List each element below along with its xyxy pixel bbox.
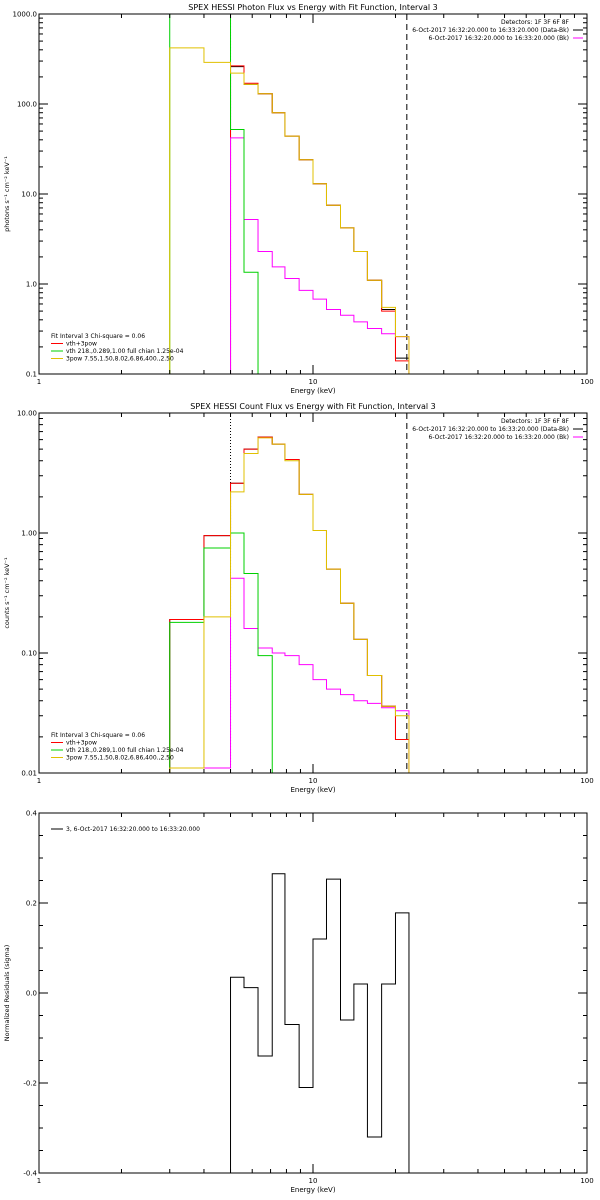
chart-panel-3: 1 10 100 -0.4 -0.2 0.0 0.2 0.4 Energy (keV) Norma… [3, 810, 594, 1195]
info-line: Detectors: 1F 3F 6F 8F [501, 19, 570, 26]
series-5-line [169, 437, 410, 773]
x-tick-label: 10 [309, 777, 318, 785]
y-axis-label: photons s⁻¹ cm⁻² keV⁻¹ [3, 156, 11, 232]
legend-header: Fit Interval 3 Chi-square = 0.06 [51, 333, 145, 340]
x-tick-label: 10 [309, 378, 318, 386]
y-tick-label: 100.0 [17, 101, 37, 109]
x-tick-label: 1 [37, 1177, 41, 1185]
plot-frame [38, 412, 588, 774]
legend-entry: vth 218.,0.289,1.00 full chian 1.25e-04 [66, 747, 184, 754]
plot-area [169, 413, 410, 773]
info-line: 6-Oct-2017 16:32:20.000 to 16:33:20.000 … [412, 27, 569, 34]
info-line: 6-Oct-2017 16:32:20.000 to 16:33:20.000 … [429, 434, 570, 441]
series-4-line [169, 532, 285, 773]
chart-title: SPEX HESSI Count Flux vs Energy with Fit… [190, 402, 435, 411]
chart-panel-2: 1 10 100 0.01 0.10 1.00 10.00 SPEX HESSI Count … [3, 402, 594, 794]
x-tick-label: 10 [309, 1177, 318, 1185]
plot-area [230, 873, 410, 1173]
y-tick-label: 10.0 [21, 191, 37, 199]
chart-title: SPEX HESSI Photon Flux vs Energy with Fi… [188, 3, 438, 12]
x-tick-label: 100 [580, 1177, 593, 1185]
legend-entry: 3pow 7.55,1.50,8.02,6.86,400.,2.50 [66, 755, 174, 762]
series-1-line [230, 66, 410, 374]
y-tick-label: 10.00 [17, 410, 37, 418]
info-line: Detectors: 1F 3F 6F 8F [501, 418, 570, 425]
y-tick-label: 1.0 [26, 281, 37, 289]
info-line: 6-Oct-2017 16:32:20.000 to 16:33:20.000 … [429, 35, 570, 42]
info-line: 6-Oct-2017 16:32:20.000 to 16:33:20.000 … [412, 426, 569, 433]
legend-header: Fit Interval 3 Chi-square = 0.06 [51, 732, 145, 739]
series-4-line [169, 14, 273, 374]
y-tick-label: 0.2 [26, 900, 37, 908]
legend-entry: 3pow 7.55,1.50,8.02,6.86,400.,2.50 [66, 356, 174, 363]
x-axis-label: Energy (keV) [290, 1186, 335, 1194]
legend-entry: vth+3pow [66, 740, 97, 747]
legend-entry: vth+3pow [66, 341, 97, 348]
y-tick-label: -0.2 [23, 1080, 37, 1088]
series-1-line [169, 436, 410, 773]
series-2-line [169, 436, 410, 773]
x-tick-label: 100 [580, 378, 593, 386]
y-axis-label: counts s⁻¹ cm⁻² keV⁻¹ [3, 557, 11, 629]
y-axis-label: Normalized Residuals (sigma) [3, 945, 11, 1042]
plot-area [169, 14, 410, 374]
y-tick-label: 1.00 [21, 530, 37, 538]
series-3-line [230, 137, 410, 374]
x-axis-label: Energy (keV) [290, 786, 335, 794]
series-5-line [169, 47, 410, 374]
y-tick-label: 0.10 [21, 650, 37, 658]
legend-entry: vth 218.,0.289,1.00 full chian 1.25e-04 [66, 348, 184, 355]
legend-entry: 3, 6-Oct-2017 16:32:20.000 to 16:33:20.0… [66, 826, 200, 833]
x-tick-label: 100 [580, 777, 593, 785]
y-tick-label: 0.0 [26, 990, 37, 998]
y-tick-label: 1000.0 [13, 11, 38, 19]
x-tick-label: 1 [37, 378, 41, 386]
y-tick-label: 0.1 [26, 371, 37, 379]
series-1-line [230, 873, 410, 1173]
x-tick-label: 1 [37, 777, 41, 785]
plot-frame [38, 13, 588, 375]
chart-panel-1: 1 10 100 0.1 1.0 10.0 100.0 1000.0 SPEX HESSI Ph… [3, 3, 594, 395]
y-tick-label: 0.01 [21, 770, 37, 778]
x-axis-label: Energy (keV) [290, 387, 335, 395]
y-tick-label: -0.4 [23, 1170, 37, 1178]
y-tick-label: 0.4 [26, 810, 38, 818]
